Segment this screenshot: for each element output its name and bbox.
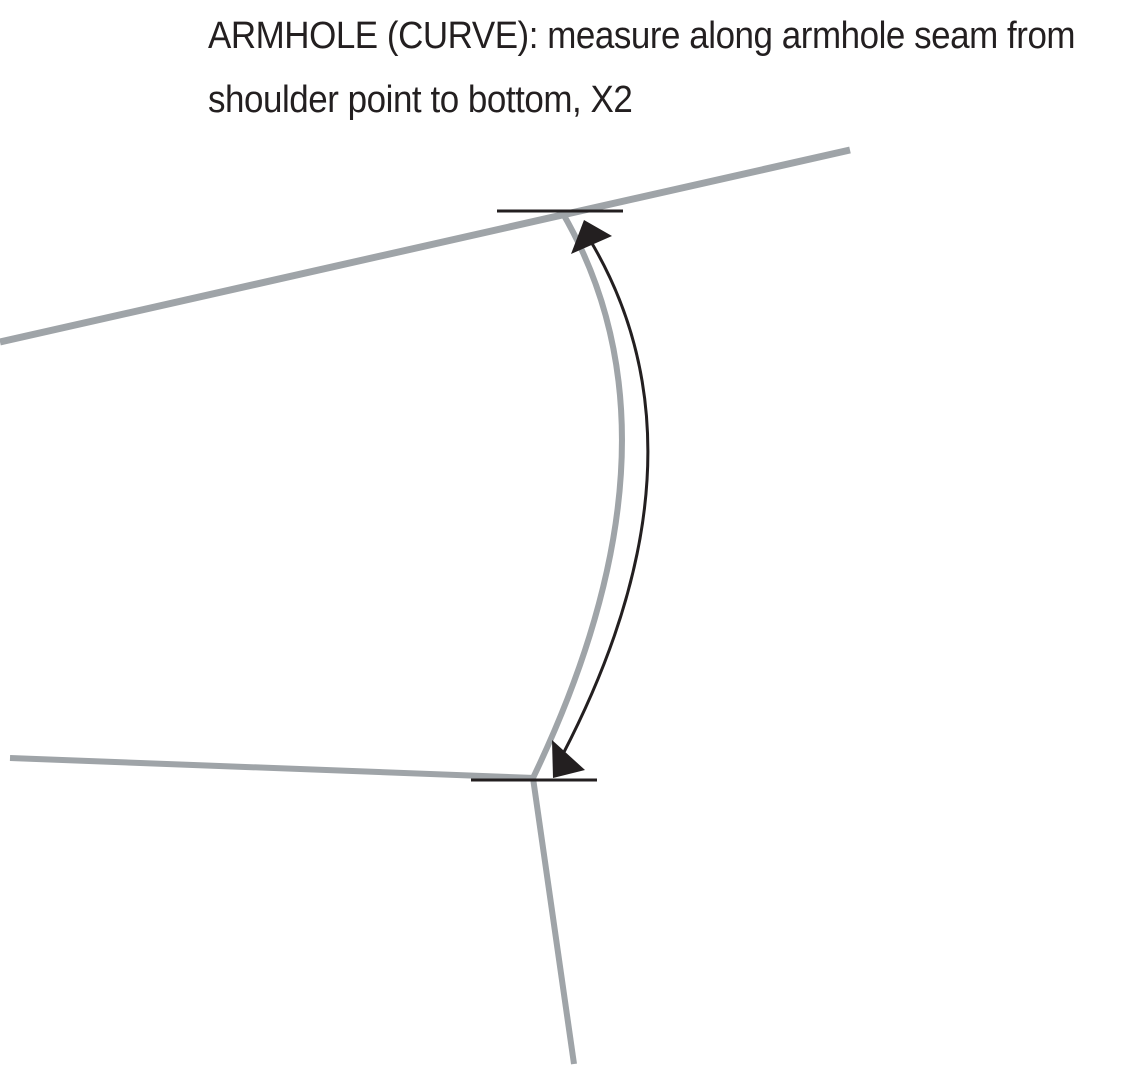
underarm-seam xyxy=(9,755,536,781)
caption-line-2: shoulder point to bottom, X2 xyxy=(208,79,633,121)
diagram-caption: ARMHOLE (CURVE): measure along armhole s… xyxy=(208,4,1076,132)
armhole-seam-curve xyxy=(530,210,625,780)
caption-line-1: ARMHOLE (CURVE): measure along armhole s… xyxy=(208,15,1076,57)
shoulder-seam xyxy=(0,146,851,346)
bottom-arrowhead xyxy=(552,740,585,778)
top-arrowhead xyxy=(571,220,612,254)
side-seam xyxy=(530,777,577,1065)
measure-arrow-curve xyxy=(561,239,650,755)
